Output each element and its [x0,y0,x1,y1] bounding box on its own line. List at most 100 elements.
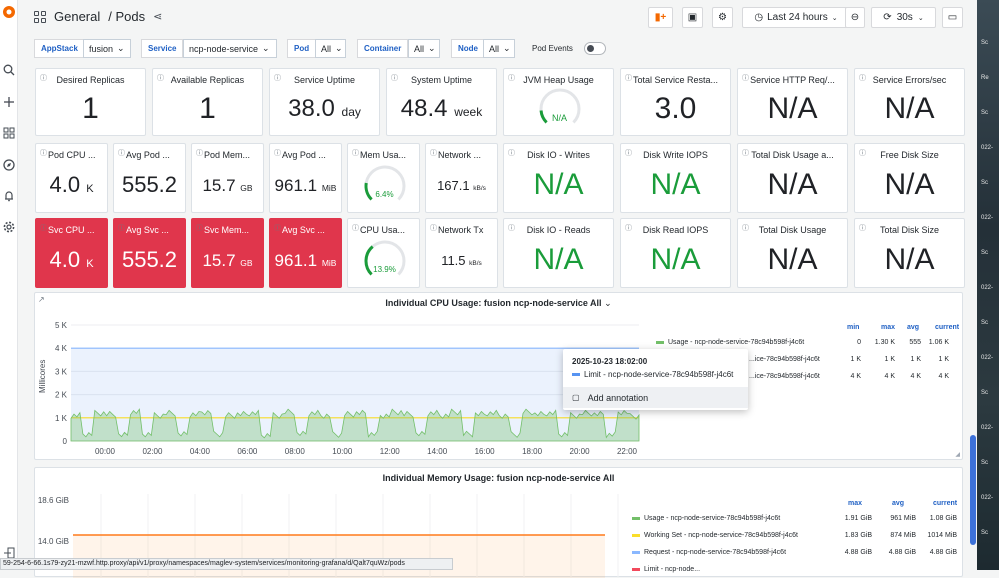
info-icon[interactable]: ⓘ [508,75,515,82]
legend-header[interactable]: max [881,324,896,331]
var-select-service[interactable]: ncp-node-service ⌄ [183,39,277,58]
info-icon[interactable]: ⓘ [274,75,281,82]
refresh-picker[interactable]: ⟳ 30s ⌄ [871,7,936,28]
time-picker[interactable]: ◷ Last 24 hours ⌄ [742,7,850,28]
pod-events-toggle[interactable] [584,42,606,55]
legend-item[interactable]: ...ice-78c94b598f-j4c6t [749,356,820,363]
stat-panel[interactable]: ⓘ Avg Svc ... 555.2 [113,218,186,288]
var-select-pod[interactable]: All ⌄ [315,39,346,58]
stat-panel[interactable]: ⓘ Total Service Resta... 3.0 [620,68,731,136]
stat-panel[interactable]: ⓘ System Uptime 48.4 week [386,68,497,136]
scrollbar-thumb[interactable] [970,435,976,545]
info-icon[interactable]: ⓘ [625,150,632,157]
desktop-file-label[interactable]: Sc [981,250,989,256]
plus-icon[interactable] [1,94,17,110]
grafana-logo-icon[interactable] [1,4,17,20]
info-icon[interactable]: ⓘ [274,150,281,157]
stat-panel[interactable]: ⓘ Pod Mem... 15.7 GB [191,143,264,213]
alerting-bell-icon[interactable] [1,188,17,204]
settings-gear-icon[interactable] [1,219,17,235]
legend-header[interactable]: max [848,500,863,507]
desktop-file-label[interactable]: 022- [981,215,994,221]
stat-panel[interactable]: ⓘ Total Disk Usage a... N/A [737,143,848,213]
legend-item[interactable]: Working Set - ncp-node-service-78c94b598… [632,532,798,539]
stat-panel[interactable]: ⓘ CPU Usa... 13.9% [347,218,420,288]
stat-panel[interactable]: ⓘ Svc CPU ... 4.0 K [35,218,108,288]
stat-panel[interactable]: ⓘ Avg Pod ... 961.1 MiB [269,143,342,213]
page-scrollbar[interactable] [969,35,977,570]
var-select-container[interactable]: All ⌄ [408,39,440,58]
legend-item[interactable]: Usage - ncp-node-service-78c94b598f-j4c6… [656,339,804,346]
desktop-file-label[interactable]: Sc [981,390,989,396]
info-icon[interactable]: ⓘ [859,75,866,82]
info-icon[interactable]: ⓘ [118,225,125,232]
page-title[interactable]: / Pods [108,9,146,24]
legend-header[interactable]: avg [892,500,905,507]
info-icon[interactable]: ⓘ [508,225,515,232]
info-icon[interactable]: ⓘ [40,150,47,157]
info-icon[interactable]: ⓘ [742,150,749,157]
desktop-file-label[interactable]: Sc [981,180,989,186]
stat-panel[interactable]: ⓘ Mem Usa... 6.4% [347,143,420,213]
info-icon[interactable]: ⓘ [430,150,437,157]
stat-panel[interactable]: ⓘ Disk Read IOPS N/A [620,218,731,288]
legend-item[interactable]: Request - ncp-node-service-78c94b598f-j4… [632,549,786,556]
desktop-file-label[interactable]: Sc [981,320,989,326]
info-icon[interactable]: ⓘ [625,225,632,232]
save-dashboard-button[interactable]: ▣ [682,7,703,28]
info-icon[interactable]: ⓘ [274,225,281,232]
stat-panel[interactable]: ⓘ Avg Svc ... 961.1 MiB [269,218,342,288]
desktop-file-label[interactable]: 022- [981,425,994,431]
info-icon[interactable]: ⓘ [118,150,125,157]
legend-header[interactable]: current [935,324,960,331]
stat-panel[interactable]: ⓘ JVM Heap Usage N/A [503,68,614,136]
info-icon[interactable]: ⓘ [742,75,749,82]
info-icon[interactable]: ⓘ [196,225,203,232]
desktop-file-label[interactable]: Re [981,75,989,81]
info-icon[interactable]: ⓘ [157,75,164,82]
stat-panel[interactable]: ⓘ Svc Mem... 15.7 GB [191,218,264,288]
stat-panel[interactable]: ⓘ Available Replicas 1 [152,68,263,136]
legend-item[interactable]: ...ice-78c94b598f-j4c6t [749,373,820,380]
stat-panel[interactable]: ⓘ Total Disk Size N/A [854,218,965,288]
desktop-file-label[interactable]: Sc [981,530,989,536]
info-icon[interactable]: ⓘ [391,75,398,82]
legend-item[interactable]: Usage - ncp-node-service-78c94b598f-j4c6… [632,515,780,522]
info-icon[interactable]: ⓘ [352,225,359,232]
resize-handle-icon[interactable]: ◢ [955,452,960,458]
info-icon[interactable]: ⓘ [625,75,632,82]
folder-link[interactable]: General [54,9,101,24]
stat-panel[interactable]: ⓘ Service Uptime 38.0 day [269,68,380,136]
stat-panel[interactable]: ⓘ Service Errors/sec N/A [854,68,965,136]
add-panel-button[interactable]: ▮+ [648,7,673,28]
explore-compass-icon[interactable] [1,157,17,173]
search-icon[interactable] [1,62,17,78]
share-icon[interactable]: ⋖ [153,11,163,23]
var-select-node[interactable]: All ⌄ [483,39,515,58]
desktop-file-label[interactable]: Sc [981,40,989,46]
stat-panel[interactable]: ⓘ Desired Replicas 1 [35,68,146,136]
stat-panel[interactable]: ⓘ Pod CPU ... 4.0 K [35,143,108,213]
info-icon[interactable]: ⓘ [859,150,866,157]
add-annotation-button[interactable]: ▢ Add annotation [563,387,748,408]
stat-panel[interactable]: ⓘ Service HTTP Req/... N/A [737,68,848,136]
info-icon[interactable]: ⓘ [859,225,866,232]
stat-panel[interactable]: ⓘ Disk IO - Reads N/A [503,218,614,288]
info-icon[interactable]: ⓘ [40,75,47,82]
desktop-file-label[interactable]: 022- [981,145,994,151]
tv-mode-button[interactable]: ▭ [942,7,963,28]
info-icon[interactable]: ⓘ [508,150,515,157]
info-icon[interactable]: ⓘ [40,225,47,232]
stat-panel[interactable]: ⓘ Total Disk Usage N/A [737,218,848,288]
cpu-panel-title[interactable]: Individual CPU Usage: fusion ncp-node-se… [35,298,962,309]
stat-panel[interactable]: ⓘ Disk Write IOPS N/A [620,143,731,213]
stat-panel[interactable]: ⓘ Network ... 167.1 kB/s [425,143,498,213]
desktop-file-label[interactable]: Sc [981,110,989,116]
stat-panel[interactable]: ⓘ Disk IO - Writes N/A [503,143,614,213]
info-icon[interactable]: ⓘ [742,225,749,232]
memory-panel-title[interactable]: Individual Memory Usage: fusion ncp-node… [382,473,615,483]
desktop-file-label[interactable]: 022- [981,355,994,361]
desktop-file-label[interactable]: 022- [981,285,994,291]
cpu-chart[interactable]: 0 1 K 2 K 3 K 4 K 5 K 00:00 02:00 04:00 06:00 08:0… [35,293,655,456]
legend-header[interactable]: current [933,500,958,507]
